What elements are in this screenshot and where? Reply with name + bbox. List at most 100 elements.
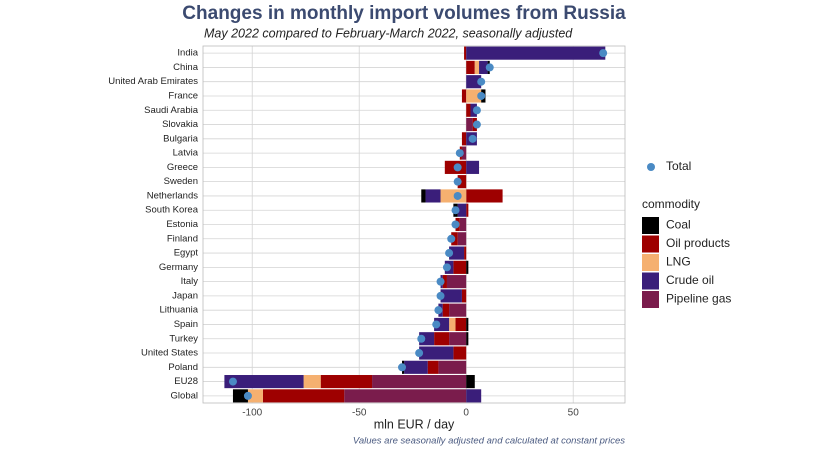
bar-segment [466, 375, 475, 389]
legend-label: Coal [666, 218, 691, 232]
legend-dot [647, 163, 655, 171]
y-tick-label: Saudi Arabia [144, 105, 199, 116]
y-tick-label: Latvia [173, 148, 199, 159]
y-tick-label: Egypt [174, 248, 199, 259]
y-tick-label: India [177, 48, 198, 59]
y-tick-label: Global [171, 390, 198, 401]
bar-segment [464, 46, 467, 60]
legend-label: Pipeline gas [666, 292, 731, 306]
legend-label: Total [666, 159, 691, 173]
total-dot [477, 77, 486, 86]
total-dot [599, 49, 608, 58]
bar-segment [434, 332, 450, 346]
bar-segment [303, 375, 321, 389]
bar-segment [459, 217, 467, 232]
bar-segment [453, 260, 467, 274]
y-tick-label: Netherlands [147, 190, 198, 201]
bar-segment [440, 189, 467, 203]
bar-segment [455, 317, 467, 332]
bar-segment [466, 60, 475, 74]
legend-label: Crude oil [666, 273, 714, 287]
bar-segment [466, 189, 503, 203]
total-dot [472, 120, 481, 129]
bar-segment [466, 332, 469, 346]
y-tick-label: United States [141, 348, 198, 359]
bar-segment [466, 89, 482, 103]
bar-segment [446, 275, 467, 289]
x-tick-label: -100 [242, 408, 262, 419]
total-dot [453, 191, 462, 200]
bar-segment [404, 360, 428, 374]
y-tick-label: Slovakia [162, 119, 199, 130]
y-tick-label: Turkey [169, 333, 198, 344]
y-tick-label: China [173, 62, 199, 73]
total-dot [472, 106, 481, 115]
y-tick-label: France [168, 90, 198, 101]
x-tick-label: 0 [463, 408, 469, 419]
bar-segment [224, 375, 304, 389]
total-dot [451, 206, 460, 215]
bar-segment [466, 160, 480, 174]
bar-segment [464, 246, 467, 260]
total-dot [477, 91, 486, 100]
total-dot [453, 177, 462, 186]
bar-segment [461, 289, 467, 303]
total-dot [445, 249, 454, 258]
y-tick-label: Sweden [164, 176, 198, 187]
x-axis-title: mln EUR / day [374, 417, 455, 431]
bar-segment [466, 389, 482, 403]
bar-segment [442, 275, 447, 289]
total-dot [243, 391, 252, 400]
bar-segment [247, 389, 263, 403]
bar-segment [466, 203, 469, 217]
bar-segment [232, 389, 248, 403]
legend-swatch [642, 235, 659, 253]
y-tick-label: EU28 [174, 376, 198, 387]
total-dot [447, 234, 456, 243]
bar-segment [262, 389, 345, 403]
legend-title: commodity [642, 197, 700, 211]
total-dot [228, 377, 237, 386]
x-tick-label: -50 [352, 408, 367, 419]
bar-segment [449, 317, 456, 332]
y-tick-label: Greece [167, 162, 198, 173]
chart-subtitle: May 2022 compared to February-March 2022… [204, 26, 573, 40]
legend-swatch [642, 254, 659, 271]
bar-segment [474, 60, 480, 74]
total-dot [453, 163, 462, 172]
bar-segment [466, 75, 482, 89]
total-dot [415, 349, 424, 358]
y-tick-label: Lithuania [159, 305, 198, 316]
bar-segment [457, 203, 467, 217]
legend-swatch [642, 272, 659, 290]
total-dot [442, 263, 451, 272]
x-tick-label: 50 [568, 408, 580, 419]
bar-segment [461, 89, 467, 103]
bar-segment [461, 146, 467, 160]
y-tick-label: Bulgaria [163, 133, 199, 144]
bar-segment [466, 46, 606, 60]
y-tick-label: Poland [168, 362, 198, 373]
total-dot [398, 363, 407, 372]
y-tick-label: Estonia [166, 219, 198, 230]
bar-segment [453, 346, 467, 360]
bar-segment [419, 346, 454, 360]
total-dot [436, 277, 445, 286]
y-tick-label: United Arab Emirates [108, 76, 198, 87]
total-dot [485, 63, 494, 72]
bar-segment [427, 360, 439, 374]
total-dot [468, 134, 477, 143]
total-dot [434, 306, 443, 315]
bar-segment [449, 303, 467, 317]
total-dot [432, 320, 441, 329]
total-dot [417, 334, 426, 343]
legend-label: Oil products [666, 236, 730, 250]
bar-segment [438, 360, 467, 374]
bar-segment [425, 189, 441, 203]
bar-segment [466, 103, 471, 117]
total-dot [451, 220, 460, 229]
y-tick-label: Japan [172, 290, 198, 301]
total-dot [455, 149, 464, 158]
y-tick-label: Spain [174, 319, 198, 330]
y-tick-label: Germany [159, 262, 198, 273]
